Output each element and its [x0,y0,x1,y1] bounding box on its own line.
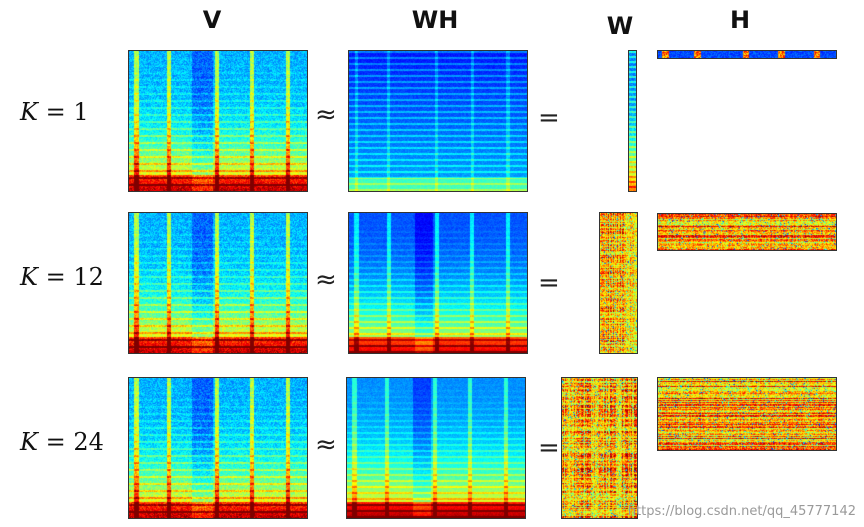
spectrogram-v-k1 [128,50,308,192]
k-symbol: K [20,263,38,291]
matrix-h-k24-canvas [658,378,836,450]
spectrogram-v-k1-canvas [129,51,307,191]
row-label-k24: K = 24 [20,428,104,456]
matrix-h-k12-canvas [658,214,836,250]
matrix-h-k24 [657,377,837,451]
matrix-h-k1-canvas [658,51,836,58]
approx-symbol-k12: ≈ [315,265,337,295]
spectrogram-wh-k1-canvas [349,51,527,191]
matrix-w-k12-canvas [600,213,637,353]
matrix-h-k1 [657,50,837,59]
row-label-k1: K = 1 [20,98,89,126]
k-symbol: K [20,98,38,126]
k-value: 24 [73,428,104,456]
matrix-w-k24-canvas [562,378,637,518]
matrix-h-k12 [657,213,837,251]
equals-text: = [37,428,74,456]
equals-symbol-k1: = [538,103,560,133]
spectrogram-v-k24 [128,377,308,519]
watermark-text: https://blog.csdn.net/qq_45777142 [627,504,856,519]
header-wh: WH [411,6,459,34]
matrix-w-k1-canvas [629,51,636,191]
spectrogram-wh-k12 [348,212,528,354]
spectrogram-v-k12 [128,212,308,354]
k-symbol: K [20,428,38,456]
equals-text: = [37,98,74,126]
spectrogram-wh-k24 [346,377,526,519]
k-value: 12 [73,263,104,291]
matrix-w-k12 [599,212,638,354]
matrix-w-k1 [628,50,637,192]
spectrogram-v-k12-canvas [129,213,307,353]
spectrogram-wh-k12-canvas [349,213,527,353]
spectrogram-wh-k24-canvas [347,378,525,518]
header-w: W [606,12,634,40]
equals-text: = [37,263,74,291]
equals-symbol-k12: = [538,268,560,298]
matrix-w-k24 [561,377,638,519]
header-v: V [202,6,222,34]
spectrogram-v-k24-canvas [129,378,307,518]
row-label-k12: K = 12 [20,263,104,291]
approx-symbol-k24: ≈ [315,430,337,460]
header-h: H [729,6,751,34]
k-value: 1 [73,98,89,126]
spectrogram-wh-k1 [348,50,528,192]
approx-symbol-k1: ≈ [315,100,337,130]
equals-symbol-k24: = [538,433,560,463]
